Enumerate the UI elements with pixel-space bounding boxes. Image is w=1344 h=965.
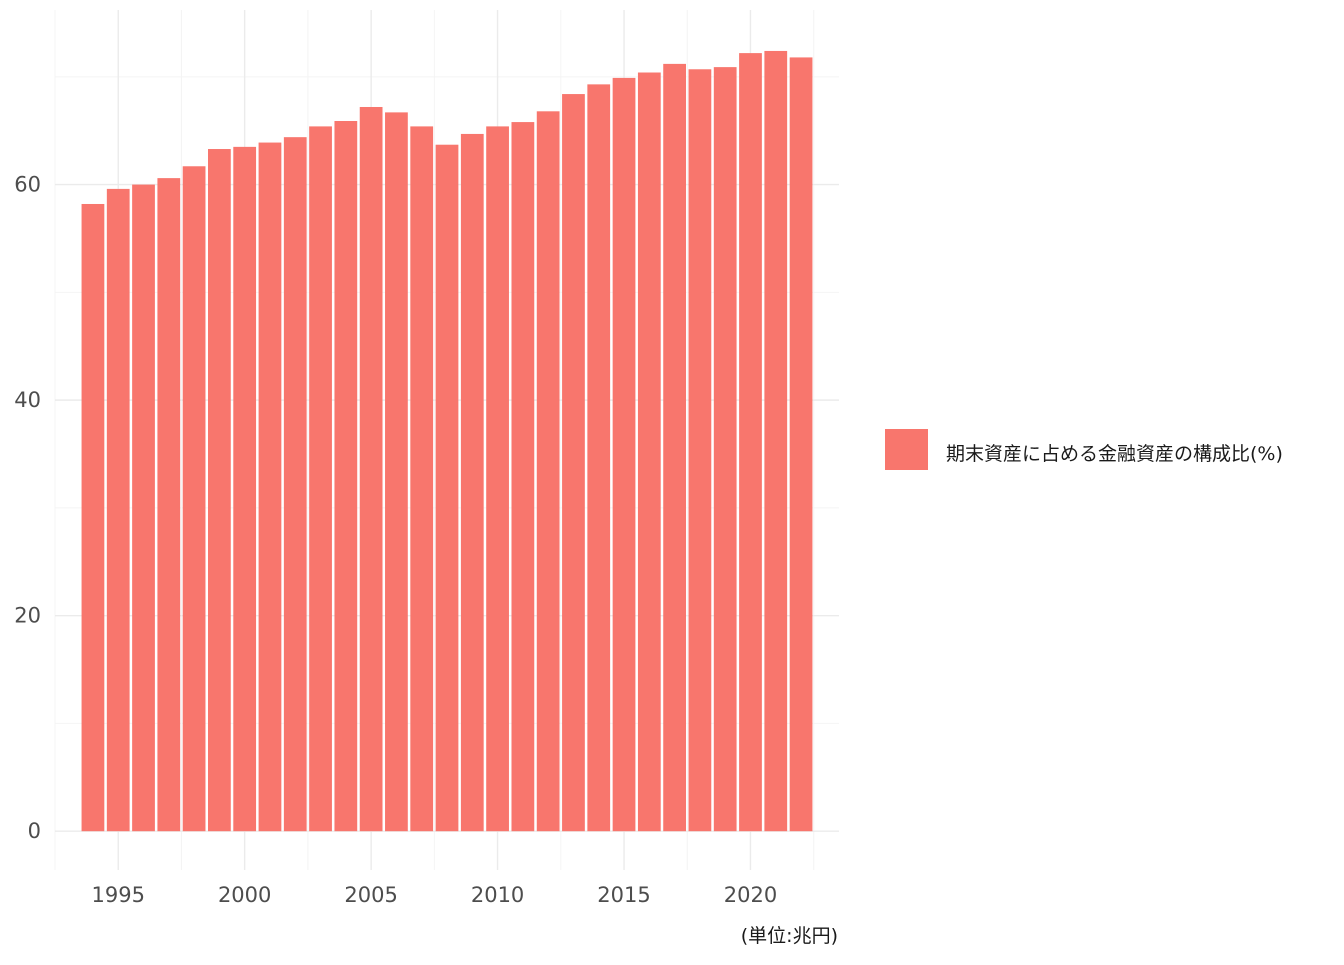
legend-key-swatch [885, 429, 928, 470]
bar-2017 [663, 63, 686, 832]
bar-1994 [81, 203, 105, 832]
bar-2003 [309, 126, 332, 832]
x-tick-label: 2020 [724, 883, 777, 907]
y-tick-label: 40 [14, 388, 41, 412]
x-tick-label: 2015 [597, 883, 650, 907]
bar-2012 [536, 111, 560, 832]
x-tick-label: 2005 [344, 883, 397, 907]
bar-1998 [182, 166, 206, 832]
bar-2000 [233, 146, 257, 832]
bar-2011 [511, 122, 535, 832]
x-tick-label: 2010 [471, 883, 524, 907]
bar-2004 [334, 121, 358, 832]
bar-2009 [460, 133, 484, 832]
axis-tick-labels: 0 20 40 60 1995 2000 2005 2010 2015 2020 [14, 173, 777, 907]
bar-2014 [587, 84, 611, 832]
bar-1999 [208, 149, 231, 832]
bar-2002 [283, 137, 307, 832]
y-tick-label: 20 [14, 604, 41, 628]
bar-2019 [713, 67, 737, 832]
bar-2008 [435, 144, 459, 832]
bars [81, 50, 813, 832]
bar-1995 [106, 188, 130, 832]
bar-2022 [789, 57, 813, 832]
bar-2013 [562, 94, 585, 832]
bar-2001 [258, 142, 282, 832]
y-tick-label: 60 [14, 173, 41, 197]
x-tick-label: 1995 [91, 883, 144, 907]
bar-2007 [410, 126, 434, 832]
chart-caption: (単位:兆円) [741, 925, 838, 947]
y-tick-label: 0 [28, 819, 41, 843]
legend: 期末資産に占める金融資産の構成比(%) [885, 429, 1283, 470]
x-tick-label: 2000 [218, 883, 271, 907]
bar-2018 [688, 69, 712, 832]
bar-2016 [637, 72, 661, 832]
legend-label: 期末資産に占める金融資産の構成比(%) [946, 443, 1283, 465]
bar-2020 [739, 53, 762, 832]
bar-2010 [486, 126, 509, 832]
bar-2015 [612, 77, 636, 832]
bar-2021 [764, 50, 788, 832]
bar-1997 [157, 178, 181, 832]
bar-2005 [359, 106, 383, 832]
bar-2006 [385, 112, 408, 832]
bar-1996 [132, 184, 155, 832]
